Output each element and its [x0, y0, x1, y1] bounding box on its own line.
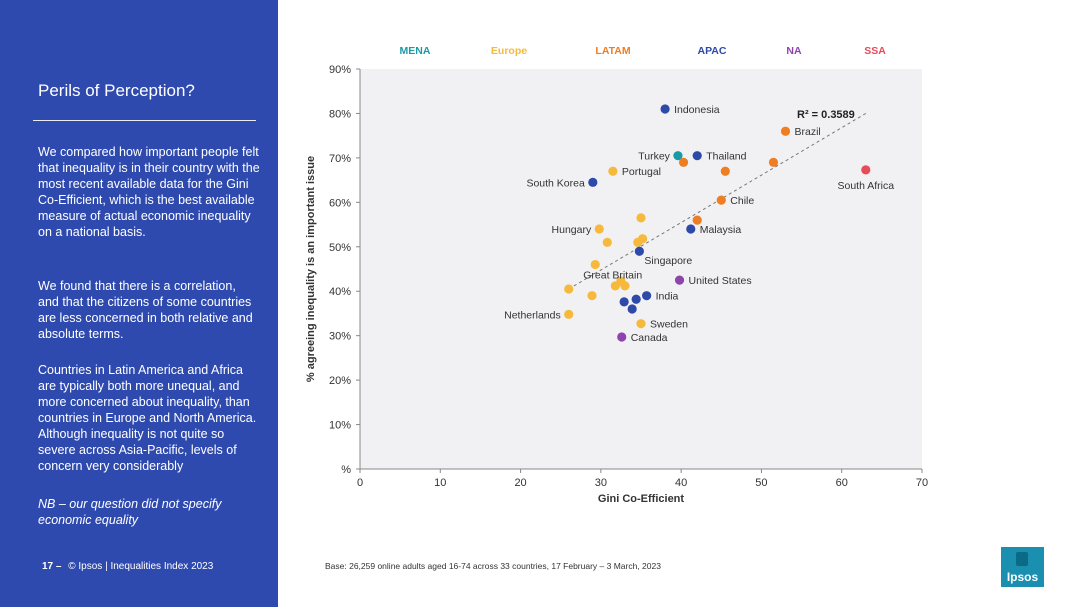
point-label: India: [656, 291, 679, 303]
data-point: [768, 157, 779, 167]
data-point: [861, 165, 871, 175]
r-squared-annotation: R² = 0.3589: [797, 109, 855, 121]
data-point: [692, 151, 702, 161]
data-point: [594, 224, 604, 234]
x-tick-label: 70: [916, 477, 928, 489]
point-label: Hungary: [552, 224, 592, 236]
legend-item-mena: MENA: [400, 45, 431, 57]
y-tick-label: 20%: [329, 375, 351, 387]
point-label: Portugal: [622, 166, 661, 178]
data-point: [608, 166, 618, 176]
x-tick-label: 10: [434, 477, 446, 489]
data-point: [660, 104, 670, 114]
point-label: South Korea: [526, 177, 585, 189]
logo-mark-icon: [1016, 552, 1028, 566]
data-point: [627, 304, 637, 314]
data-point: [716, 195, 726, 205]
intro-paragraph: We compared how important people felt th…: [38, 145, 260, 239]
y-tick-label: %: [341, 464, 351, 476]
point-label: Malaysia: [700, 224, 742, 236]
regions-paragraph: Countries in Latin America and Africa ar…: [38, 363, 257, 473]
data-point: [631, 294, 641, 304]
point-label: Turkey: [638, 151, 670, 163]
sidebar-panel: Perils of Perception? We compared how im…: [0, 0, 278, 607]
x-tick-label: 50: [755, 477, 767, 489]
point-label: Sweden: [650, 319, 688, 331]
point-label: Great Britain: [583, 270, 642, 282]
data-point: [634, 246, 644, 256]
copyright-text: © Ipsos | Inequalities Index 2023: [68, 561, 214, 572]
x-tick-label: 40: [675, 477, 687, 489]
logo-text: Ipsos: [1006, 570, 1039, 584]
page-number: 17 –: [42, 561, 62, 572]
correlation-paragraph: We found that there is a correlation, an…: [38, 279, 253, 341]
page-title: Perils of Perception?: [38, 81, 195, 100]
title-divider: [33, 120, 256, 121]
data-point: [602, 237, 612, 247]
data-point: [636, 213, 646, 223]
data-point: [590, 259, 600, 270]
point-label: Chile: [730, 195, 754, 207]
point-label: Netherlands: [504, 309, 561, 321]
x-tick-label: 20: [514, 477, 526, 489]
data-point: [642, 291, 652, 301]
slide-footer: 17 – © Ipsos | Inequalities Index 2023: [42, 561, 213, 572]
data-point: [692, 215, 702, 225]
data-point: [686, 224, 696, 234]
point-label: Thailand: [706, 151, 746, 163]
y-tick-label: 80%: [329, 108, 351, 120]
data-point: [617, 332, 627, 342]
point-label: South Africa: [837, 180, 894, 192]
point-label: Indonesia: [674, 104, 720, 116]
data-point: [564, 284, 574, 294]
point-label: United States: [689, 275, 752, 287]
scatter-chart: % 10% 20% 30% 40% 50% 60% 70% 80% 90% 0 10 20 30 40 50 6…: [305, 45, 928, 505]
y-tick-label: 90%: [329, 64, 351, 76]
y-tick-label: 60%: [329, 197, 351, 209]
data-point: [720, 166, 730, 176]
data-point: [674, 275, 685, 285]
point-label: Brazil: [795, 126, 821, 138]
data-point: [780, 126, 791, 136]
y-tick-label: 70%: [329, 153, 351, 165]
x-tick-label: 60: [836, 477, 848, 489]
data-point: [636, 319, 646, 329]
legend-item-na: NA: [786, 45, 802, 57]
data-point: [620, 281, 630, 291]
point-label: Singapore: [644, 255, 692, 267]
y-axis-title: % agreeing inequality is an important is…: [305, 156, 317, 382]
x-axis-title: Gini Co-Efficient: [598, 493, 685, 505]
legend-item-latam: LATAM: [595, 45, 630, 57]
y-tick-label: 10%: [329, 420, 351, 432]
data-point: [673, 151, 683, 161]
x-tick-label: 30: [595, 477, 607, 489]
data-point: [678, 157, 689, 167]
data-point: [588, 177, 598, 187]
legend-item-ssa: SSA: [864, 45, 886, 57]
y-tick-label: 30%: [329, 331, 351, 343]
x-tick-label: 0: [357, 477, 363, 489]
data-point: [610, 281, 620, 291]
data-point: [619, 297, 629, 307]
base-note: Base: 26,259 online adults aged 16-74 ac…: [325, 561, 661, 571]
y-tick-label: 40%: [329, 286, 351, 298]
ipsos-logo: Ipsos: [1001, 547, 1044, 587]
legend-item-europe: Europe: [491, 45, 527, 57]
y-tick-label: 50%: [329, 242, 351, 254]
data-point: [633, 237, 643, 247]
data-point: [587, 291, 597, 301]
point-label: Canada: [631, 332, 668, 344]
note-paragraph: NB – our question did not specify econom…: [38, 497, 222, 527]
legend-item-apac: APAC: [698, 45, 727, 57]
data-point: [564, 309, 574, 319]
